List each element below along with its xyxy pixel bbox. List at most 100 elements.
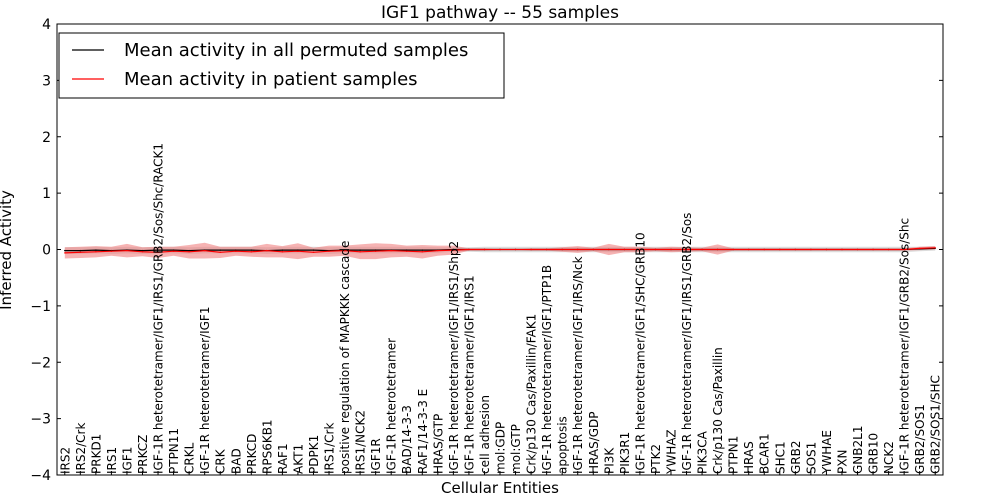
data-point-patient xyxy=(887,248,890,251)
data-point-patient xyxy=(577,248,579,251)
x-tick-label-pik3ca: PIK3CA xyxy=(696,430,710,474)
x-tick-label-bad-14-3-3: BAD/14-3-3 xyxy=(400,405,414,474)
data-point-patient xyxy=(654,248,657,251)
data-point-patient xyxy=(716,248,719,251)
x-tick-label-igf-1r-heterotetramer-igf1-ptp1b: IGF-1R heterotetramer/IGF1/PTP1B xyxy=(540,265,554,474)
data-point-permuted xyxy=(312,249,315,251)
x-tick-label-crkl: CRKL xyxy=(183,442,197,474)
x-tick-label-bcar1: BCAR1 xyxy=(758,433,772,474)
x-tick-label-positive-regulation-of-mapkkk-cascade: positive regulation of MAPKKK cascade xyxy=(338,241,352,474)
chart-title: IGF1 pathway -- 55 samples xyxy=(381,3,619,23)
data-point-permuted xyxy=(172,249,175,251)
x-tick-label-raf1-14-3-3-e: RAF1/14-3-3 E xyxy=(416,389,430,474)
data-point-patient xyxy=(172,250,175,252)
y-tick-label: 2 xyxy=(42,130,51,146)
x-tick-label-igf-1r-heterotetramer-igf1-irs1-grb2-sos-shc-rack1: IGF-1R heterotetramer/IGF1/IRS1/GRB2/Sos… xyxy=(152,143,166,474)
data-point-permuted xyxy=(235,249,237,251)
data-point-patient xyxy=(157,251,159,253)
data-point-patient xyxy=(421,251,423,253)
x-tick-label-sos1: SOS1 xyxy=(804,442,818,474)
x-tick-label-irs1-crk: IRS1/Crk xyxy=(323,423,337,474)
x-tick-label-ptpn11: PTPN11 xyxy=(167,428,181,474)
y-tick-label: −2 xyxy=(30,355,51,371)
x-tick-label-igf-1r-heterotetramer-igf1-shc-grb10: IGF-1R heterotetramer/IGF1/SHC/GRB10 xyxy=(633,232,647,474)
data-point-patient xyxy=(639,248,641,251)
x-tick-label-akt1: AKT1 xyxy=(291,444,305,474)
data-point-permuted xyxy=(374,249,377,251)
data-point-patient xyxy=(188,251,190,253)
x-tick-label-cell-adhesion: cell adhesion xyxy=(478,395,492,474)
data-point-patient xyxy=(701,248,703,251)
x-tick-label-grb2: GRB2 xyxy=(789,440,803,474)
y-tick-label: 4 xyxy=(42,17,51,33)
x-tick-label-pdpk1: PDPK1 xyxy=(307,435,321,474)
data-point-patient xyxy=(561,248,563,251)
x-tick-label-ptk2: PTK2 xyxy=(649,444,663,474)
y-tick-label: 3 xyxy=(42,73,51,89)
data-point-patient xyxy=(872,248,874,251)
x-axis-label: Cellular Entities xyxy=(441,479,559,497)
x-tick-label-hras-gdp: HRAS/GDP xyxy=(587,411,601,474)
data-point-permuted xyxy=(297,249,299,251)
x-tick-label-ywhaz: YWHAZ xyxy=(665,429,679,475)
data-point-patient xyxy=(794,248,796,251)
data-point-permuted xyxy=(250,249,252,251)
x-tick-label-mol-gdp: mol:GDP xyxy=(494,422,508,474)
x-tick-label-hras-gtp: HRAS/GTP xyxy=(431,414,445,474)
data-point-patient xyxy=(110,250,113,252)
x-tick-label-crk-p130-cas-paxillin-fak1: Crk/p130 Cas/Paxillin/FAK1 xyxy=(525,314,539,474)
plot-area xyxy=(64,242,936,260)
legend: Mean activity in all permuted samples Me… xyxy=(58,32,505,99)
data-point-patient xyxy=(856,248,859,251)
data-point-patient xyxy=(281,251,284,253)
data-point-permuted xyxy=(141,249,144,252)
data-point-permuted xyxy=(157,249,159,251)
data-point-patient xyxy=(732,248,734,251)
data-point-permuted xyxy=(219,249,221,251)
data-point-patient xyxy=(406,250,408,252)
x-tick-label-prkcd: PRKCD xyxy=(245,434,259,474)
x-tick-label-grb2-sos1-shc: GRB2/SOS1/SHC xyxy=(929,375,943,474)
band-patient xyxy=(64,242,936,260)
x-tick-label-crk: CRK xyxy=(214,448,228,474)
data-point-permuted xyxy=(95,249,97,251)
x-tick-label-irs1-nck2: IRS1/NCK2 xyxy=(354,410,368,474)
data-point-permuted xyxy=(79,249,82,252)
data-point-permuted xyxy=(64,249,66,252)
y-tick-label: −1 xyxy=(30,299,51,315)
data-point-patient xyxy=(312,251,315,253)
data-point-patient xyxy=(919,247,921,250)
x-tick-label-igf-1r-heterotetramer-igf1-irs1: IGF-1R heterotetramer/IGF1/IRS1 xyxy=(462,275,476,474)
data-point-patient xyxy=(903,248,905,251)
x-tick-label-grb2-sos1: GRB2/SOS1 xyxy=(913,404,927,474)
x-tick-label-rps6kb1: RPS6KB1 xyxy=(260,419,274,474)
data-point-patient xyxy=(235,250,237,252)
y-tick-label: 1 xyxy=(42,186,51,202)
x-tick-label-irs2-crk: IRS2/Crk xyxy=(74,423,88,474)
x-tick-label-bad: BAD xyxy=(229,448,243,474)
x-tick-label-irs1: IRS1 xyxy=(105,447,119,474)
data-point-permuted xyxy=(406,249,408,251)
data-point-patient xyxy=(79,251,82,253)
data-point-permuted xyxy=(281,249,284,251)
data-point-patient xyxy=(483,248,486,251)
data-point-patient xyxy=(468,248,470,251)
data-point-patient xyxy=(343,249,346,252)
x-tick-label-igf-1r-heterotetramer-igf1-irs1-grb2-sos: IGF-1R heterotetramer/IGF1/IRS1/GRB2/Sos xyxy=(680,213,694,474)
data-point-patient xyxy=(763,248,765,251)
data-point-patient xyxy=(608,248,610,251)
x-tick-label-igf-1r-heterotetramer: IGF-1R heterotetramer xyxy=(385,338,399,474)
data-point-patient xyxy=(437,249,439,252)
x-tick-label-prkcz: PRKCZ xyxy=(136,435,150,474)
x-tick-label-irs2: IRS2 xyxy=(58,447,72,474)
x-tick-label-apoptosis: apoptosis xyxy=(556,416,570,474)
data-point-patient xyxy=(452,249,455,251)
data-point-patient xyxy=(934,247,936,249)
data-point-patient xyxy=(841,248,843,251)
data-point-patient xyxy=(359,251,361,253)
x-tick-label-pi3k: PI3K xyxy=(602,447,616,474)
data-point-patient xyxy=(592,248,594,251)
x-tick-label-hras: HRAS xyxy=(742,441,756,474)
data-point-patient xyxy=(390,249,392,252)
